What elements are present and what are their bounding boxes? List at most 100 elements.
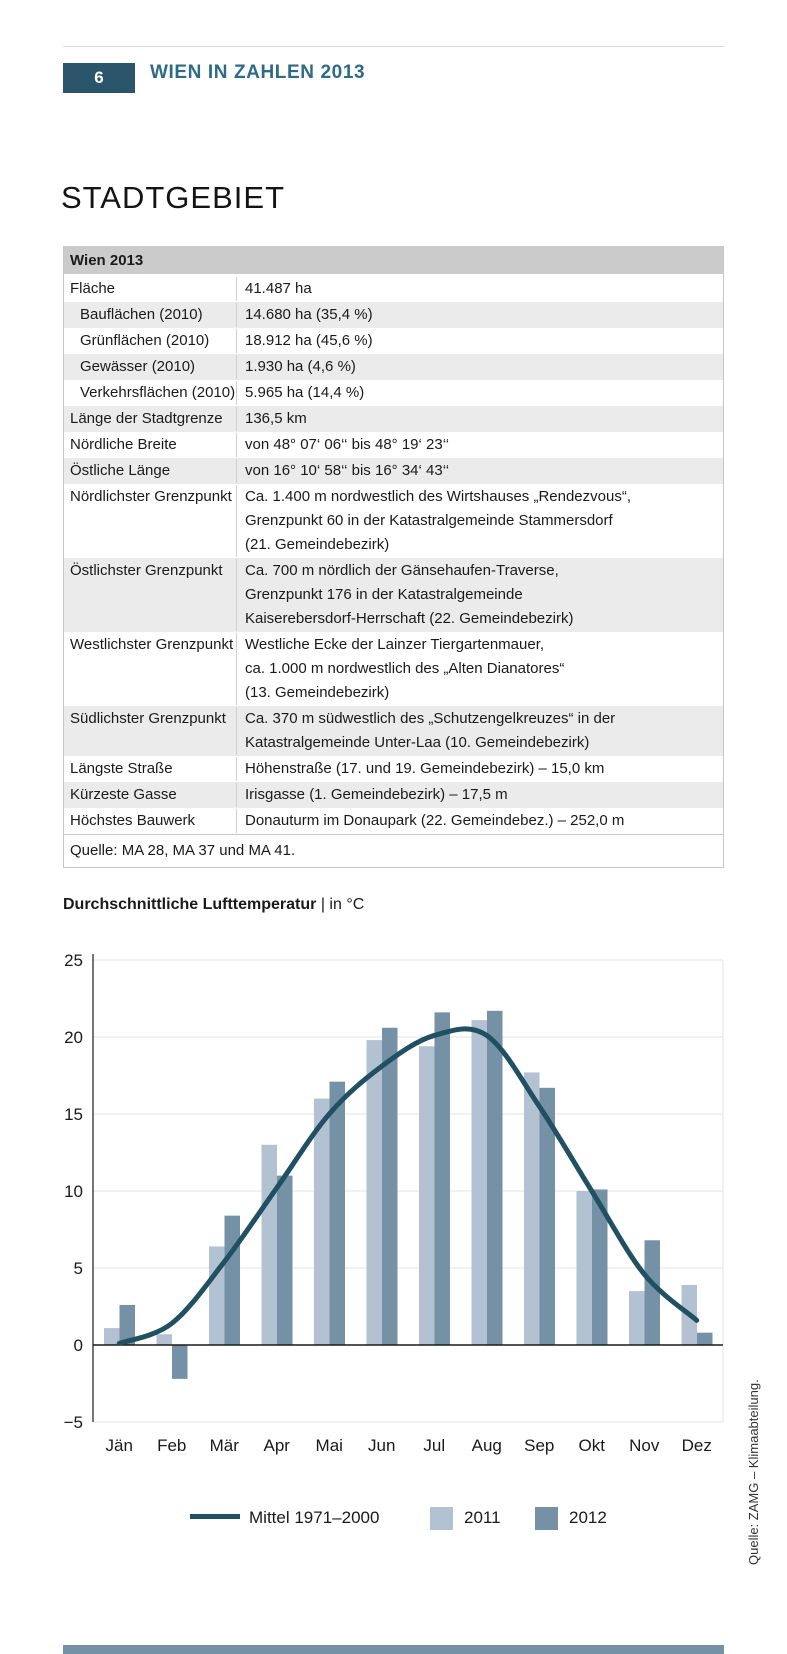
month-label: Jun bbox=[368, 1436, 395, 1455]
bar-2011 bbox=[156, 1334, 172, 1345]
bar-2011 bbox=[576, 1191, 592, 1345]
y-tick-label: 5 bbox=[74, 1259, 83, 1278]
row-label: Kürzeste Gasse bbox=[70, 786, 177, 803]
y-tick-label: 0 bbox=[74, 1336, 83, 1355]
month-label: Aug bbox=[472, 1436, 502, 1455]
bar-2011 bbox=[629, 1291, 645, 1345]
row-value: von 48° 07‘ 06‘‘ bis 48° 19‘ 23‘‘ bbox=[236, 433, 723, 457]
row-label: Grünflächen (2010) bbox=[80, 332, 210, 349]
row-label: Südlichster Grenzpunkt bbox=[70, 710, 226, 727]
mean-line bbox=[116, 1026, 700, 1346]
table-header: Wien 2013 bbox=[64, 246, 723, 276]
temperature-chart-svg: 25 20 15 10 5 0 −5 Jän Feb Mär Apr Mai Jun Jul Aug Sep O… bbox=[64, 951, 724, 1455]
row-value: von 16° 10‘ 58‘‘ bis 16° 34‘ 43‘‘ bbox=[236, 459, 723, 483]
publication-title: WIEN IN ZAHLEN 2013 bbox=[150, 62, 366, 83]
row-label: Nördlichster Grenzpunkt bbox=[70, 488, 232, 505]
bar-2011 bbox=[524, 1072, 540, 1345]
bar-2012 bbox=[224, 1215, 240, 1345]
table-row: Verkehrsflächen (2010) 5.965 ha (14,4 %) bbox=[64, 380, 723, 406]
bar-2011 bbox=[261, 1144, 277, 1345]
top-rule bbox=[63, 46, 724, 47]
row-value: Ca. 700 m nördlich der Gänsehaufen-Trave… bbox=[236, 559, 723, 631]
bar-2011 bbox=[314, 1098, 330, 1345]
table-rows: Fläche 41.487 ha Bauflächen (2010) 14.680 h… bbox=[64, 276, 723, 834]
table-row: Kürzeste Gasse Irisgasse (1. Gemeindebezi… bbox=[64, 782, 723, 808]
table-row: Östlichster Grenzpunkt Ca. 700 m nördlich… bbox=[64, 558, 723, 632]
row-label: Gewässer (2010) bbox=[80, 358, 196, 375]
bar-2012 bbox=[434, 1012, 450, 1345]
chart-title-main: Durchschnittliche Lufttemperatur bbox=[63, 896, 317, 913]
row-value: 14.680 ha (35,4 %) bbox=[236, 303, 723, 327]
row-label: Nördliche Breite bbox=[70, 436, 177, 453]
row-value: Höhenstraße (17. und 19. Gemeindebezirk)… bbox=[236, 757, 723, 781]
row-value: Ca. 1.400 m nordwestlich des Wirtshauses… bbox=[236, 485, 723, 557]
y-tick-label: 15 bbox=[64, 1105, 83, 1124]
chart-title-unit: | in °C bbox=[320, 896, 365, 913]
row-value: Irisgasse (1. Gemeindebezirk) – 17,5 m bbox=[236, 783, 723, 807]
month-label: Jän bbox=[106, 1436, 133, 1455]
row-value: 1.930 ha (4,6 %) bbox=[236, 355, 723, 379]
legend-label-2012: 2012 bbox=[569, 1508, 607, 1527]
bar-2011 bbox=[209, 1246, 225, 1345]
table-row: Südlichster Grenzpunkt Ca. 370 m südwestl… bbox=[64, 706, 723, 756]
table-row: Nördlichster Grenzpunkt Ca. 1.400 m nordw… bbox=[64, 484, 723, 558]
table-row: Nördliche Breite von 48° 07‘ 06‘‘ bis 48°… bbox=[64, 432, 723, 458]
row-label: Bauflächen (2010) bbox=[80, 306, 203, 323]
row-label: Länge der Stadtgrenze bbox=[70, 410, 223, 427]
row-value: 41.487 ha bbox=[236, 277, 723, 301]
bar-2012 bbox=[697, 1332, 713, 1345]
bar-2011 bbox=[104, 1328, 120, 1345]
page-number-box: 6 bbox=[63, 63, 135, 93]
legend-label-2011: 2011 bbox=[464, 1508, 501, 1527]
bar-2012 bbox=[277, 1175, 293, 1345]
month-label: Feb bbox=[157, 1436, 186, 1455]
month-label: Okt bbox=[579, 1436, 606, 1455]
row-value: Westliche Ecke der Lainzer Tiergartenmau… bbox=[236, 633, 723, 705]
row-label: Längste Straße bbox=[70, 760, 173, 777]
row-label: Westlichster Grenzpunkt bbox=[70, 636, 234, 653]
bar-2012 bbox=[644, 1240, 660, 1345]
table-row: Fläche 41.487 ha bbox=[64, 276, 723, 302]
legend-swatch-2012 bbox=[535, 1507, 558, 1530]
table-row: Gewässer (2010) 1.930 ha (4,6 %) bbox=[64, 354, 723, 380]
section-title: STADTGEBIET bbox=[61, 180, 286, 215]
bar-2012 bbox=[329, 1081, 345, 1345]
month-label: Apr bbox=[264, 1436, 291, 1455]
row-label: Östlichster Grenzpunkt bbox=[70, 562, 223, 579]
row-value: 136,5 km bbox=[236, 407, 723, 431]
month-label: Sep bbox=[524, 1436, 554, 1455]
y-tick-label: 10 bbox=[64, 1182, 83, 1201]
row-value: Donauturm im Donaupark (22. Gemeindebez.… bbox=[236, 809, 723, 833]
row-value: 5.965 ha (14,4 %) bbox=[236, 381, 723, 405]
row-label: Östliche Länge bbox=[70, 462, 171, 479]
legend-line-swatch bbox=[190, 1514, 240, 1519]
table-row: Westlichster Grenzpunkt Westliche Ecke de… bbox=[64, 632, 723, 706]
chart-legend: Mittel 1971–2000 2011 2012 bbox=[0, 1500, 787, 1540]
table-row: Höchstes Bauwerk Donauturm im Donaupark (… bbox=[64, 808, 723, 834]
legend-swatch-2011 bbox=[430, 1507, 453, 1530]
bar-2012 bbox=[119, 1304, 135, 1345]
bar-2011 bbox=[366, 1040, 382, 1345]
table-row: Länge der Stadtgrenze 136,5 km bbox=[64, 406, 723, 432]
bar-2011 bbox=[419, 1046, 435, 1345]
month-label: Nov bbox=[629, 1436, 660, 1455]
row-value: Ca. 370 m südwestlich des „Schutzengelkr… bbox=[236, 707, 723, 755]
bar-2012 bbox=[172, 1345, 188, 1379]
table-row: Grünflächen (2010) 18.912 ha (45,6 %) bbox=[64, 328, 723, 354]
footer-bar bbox=[63, 1645, 724, 1654]
month-label: Mai bbox=[316, 1436, 343, 1455]
bar-2012 bbox=[539, 1087, 555, 1345]
city-area-table: Wien 2013 Fläche 41.487 ha Bauflächen (201… bbox=[63, 246, 724, 868]
table-row: Längste Straße Höhenstraße (17. und 19. G… bbox=[64, 756, 723, 782]
row-value: 18.912 ha (45,6 %) bbox=[236, 329, 723, 353]
bar-2012 bbox=[592, 1189, 608, 1345]
row-label: Fläche bbox=[70, 280, 116, 297]
chart-title: Durchschnittliche Lufttemperatur | in °C bbox=[63, 896, 364, 914]
table-source: Quelle: MA 28, MA 37 und MA 41. bbox=[64, 834, 723, 867]
temperature-chart: 25 20 15 10 5 0 −5 Jän Feb Mär Apr Mai Jun Jul Aug Sep O… bbox=[55, 945, 730, 1465]
row-label: Höchstes Bauwerk bbox=[70, 812, 196, 829]
y-tick-label: −5 bbox=[64, 1413, 83, 1432]
bar-2012 bbox=[487, 1010, 503, 1345]
page-number: 6 bbox=[94, 68, 104, 87]
bar-2011 bbox=[471, 1020, 487, 1345]
